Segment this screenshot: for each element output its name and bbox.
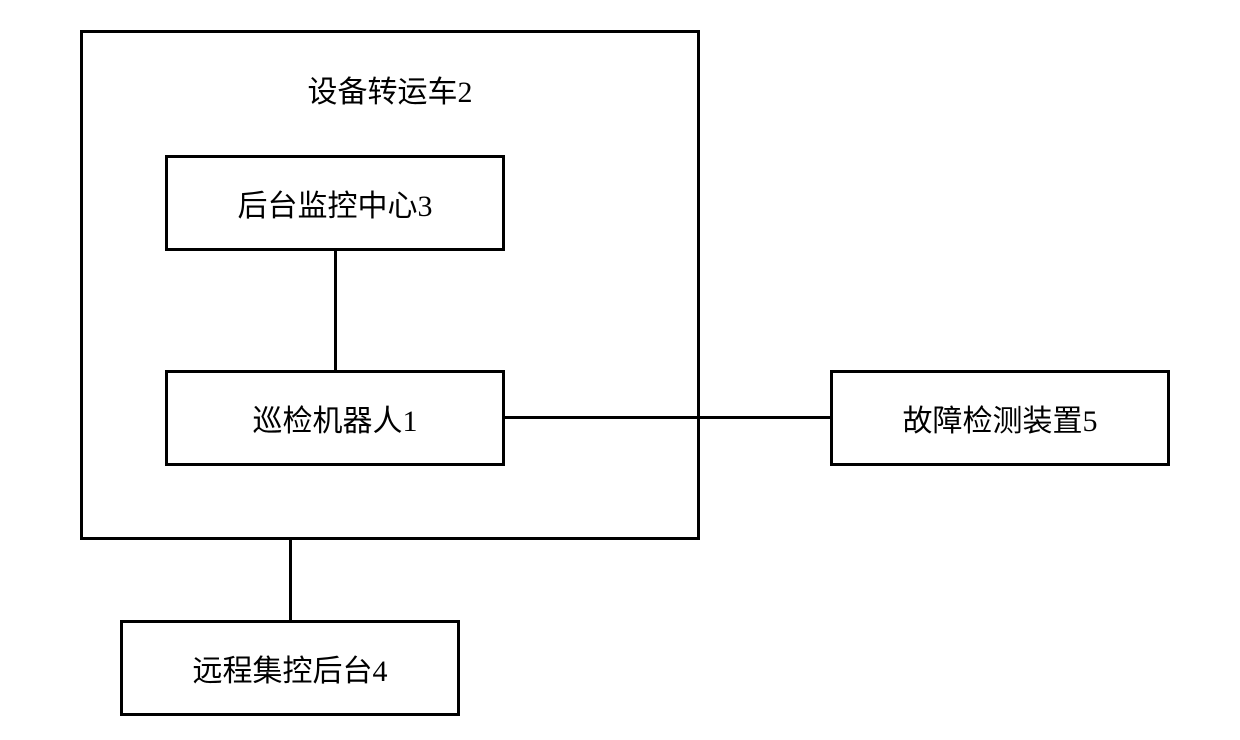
inspection-robot-label: 巡检机器人1 bbox=[253, 396, 418, 440]
monitoring-center-node: 后台监控中心3 bbox=[165, 155, 505, 251]
diagram-canvas: 设备转运车2 后台监控中心3 巡检机器人1 故障检测装置5 远程集控后台4 bbox=[0, 0, 1240, 740]
edge-monitor-to-robot bbox=[334, 251, 337, 370]
inspection-robot-node: 巡检机器人1 bbox=[165, 370, 505, 466]
remote-control-node: 远程集控后台4 bbox=[120, 620, 460, 716]
remote-control-label: 远程集控后台4 bbox=[193, 646, 388, 690]
edge-robot-to-fault bbox=[505, 416, 830, 419]
container-label: 设备转运车2 bbox=[308, 67, 473, 111]
monitoring-center-label: 后台监控中心3 bbox=[238, 181, 433, 225]
fault-detection-label: 故障检测装置5 bbox=[903, 396, 1098, 440]
fault-detection-node: 故障检测装置5 bbox=[830, 370, 1170, 466]
edge-container-to-remote bbox=[289, 540, 292, 620]
